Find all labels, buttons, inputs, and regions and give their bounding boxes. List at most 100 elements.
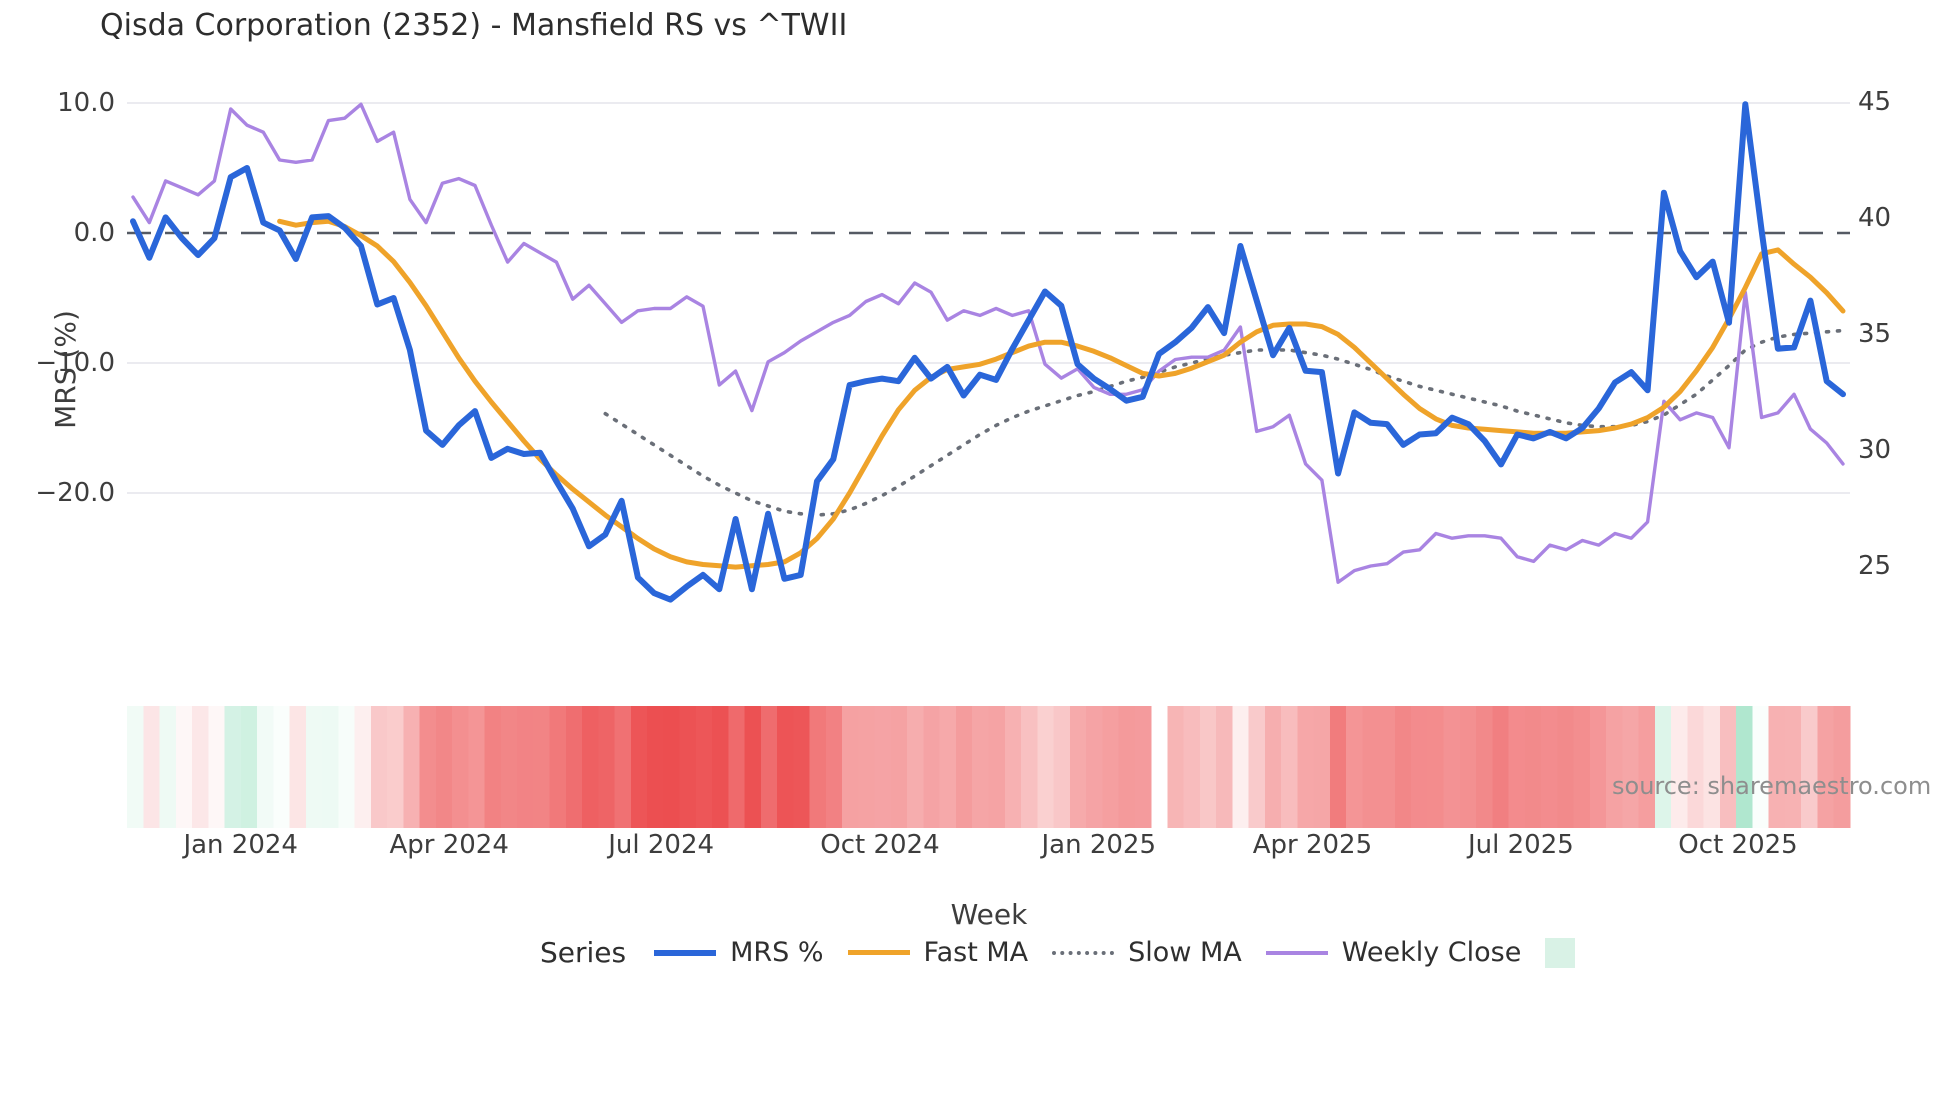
- heatmap-cell: [939, 706, 957, 828]
- heatmap-cell: [452, 706, 469, 828]
- heatmap-cell: [842, 706, 860, 828]
- heatmap-cell: [1037, 706, 1055, 828]
- x-axis-tick: Oct 2024: [820, 830, 940, 860]
- heatmap-cell: [1394, 706, 1412, 828]
- x-axis-tick: Jul 2024: [608, 830, 715, 860]
- heatmap-cell: [1021, 706, 1038, 828]
- legend-item-patch: [1545, 937, 1576, 968]
- legend-item-mrs-: MRS %: [654, 937, 824, 968]
- left-axis-tick: −20.0: [35, 478, 115, 508]
- heatmap-cell: [322, 706, 339, 828]
- heatmap-cell: [289, 706, 307, 828]
- heatmap-cell: [1183, 706, 1201, 828]
- heatmap-cell: [972, 706, 990, 828]
- heatmap-cell: [1459, 706, 1477, 828]
- heatmap-cell: [955, 706, 973, 828]
- heatmap-cell: [679, 706, 697, 828]
- heatmap-cell: [517, 706, 534, 828]
- heatmap-cell: [647, 706, 665, 828]
- heatmap-cell: [1508, 706, 1526, 828]
- legend-item-slow-ma: Slow MA: [1052, 937, 1242, 968]
- heatmap-cell: [565, 706, 583, 828]
- right-axis-tick: 45: [1858, 87, 1892, 117]
- heatmap-cell: [923, 706, 941, 828]
- left-axis-tick: −10.0: [35, 348, 115, 378]
- heatmap-cell: [257, 706, 274, 828]
- heatmap-cell: [1801, 706, 1819, 828]
- x-axis-title: Week: [950, 898, 1028, 931]
- heatmap-cell: [224, 706, 242, 828]
- heatmap-cell: [1346, 706, 1363, 828]
- heatmap-cell: [630, 706, 648, 828]
- heatmap-cell: [1004, 706, 1022, 828]
- heatmap-cell: [1703, 706, 1721, 828]
- right-axis-tick: 40: [1858, 203, 1892, 233]
- heatmap-cell: [614, 706, 632, 828]
- heatmap-cell: [1736, 706, 1754, 828]
- heatmap-cell: [549, 706, 567, 828]
- heatmap-cell: [1784, 706, 1802, 828]
- heatmap-cell: [159, 706, 177, 828]
- heatmap-cell: [1329, 706, 1347, 828]
- heatmap-cell: [1118, 706, 1136, 828]
- series-line-weekly-close: [131, 102, 1845, 584]
- heatmap-cell: [1313, 706, 1331, 828]
- legend-item-weekly-close: Weekly Close: [1265, 937, 1521, 968]
- heatmap-cell: [1687, 706, 1705, 828]
- series-line-mrs-: [130, 101, 1846, 603]
- left-axis-tick: 0.0: [73, 218, 115, 248]
- heatmap-cell: [1102, 706, 1120, 828]
- left-axis-tick: 10.0: [57, 88, 115, 118]
- heatmap-cell: [1638, 706, 1656, 828]
- x-axis-tick: Jul 2025: [1468, 830, 1574, 860]
- heatmap-cell: [387, 706, 404, 828]
- heatmap-cell: [1622, 706, 1640, 828]
- heatmap-cell: [1216, 706, 1233, 828]
- legend-item-fast-ma: Fast MA: [847, 937, 1029, 968]
- heatmap-cell: [793, 706, 811, 828]
- heatmap-cell: [874, 706, 892, 828]
- heatmap-cell: [1411, 706, 1428, 828]
- legend-line-swatch: [654, 949, 717, 956]
- heatmap-cell: [403, 706, 421, 828]
- heatmap-cell: [468, 706, 486, 828]
- x-axis-tick: Apr 2025: [1252, 830, 1373, 860]
- heatmap-cell: [1833, 706, 1851, 828]
- heatmap-cell: [1541, 706, 1559, 828]
- chart-title: Qisda Corporation (2352) - Mansfield RS …: [100, 8, 848, 43]
- heatmap-cell: [208, 706, 226, 828]
- series-line-slow-ma: [603, 328, 1845, 517]
- heatmap-cell: [1557, 706, 1575, 828]
- legend-line-swatch: [1265, 950, 1328, 955]
- heatmap-cell: [582, 706, 599, 828]
- heatmap-cell: [988, 706, 1006, 828]
- heatmap-cell: [1443, 706, 1461, 828]
- x-axis-tick: Jan 2025: [1041, 830, 1157, 860]
- heatmap-cell: [1297, 706, 1315, 828]
- heatmap-cell: [1427, 706, 1445, 828]
- heatmap-cell: [1573, 706, 1591, 828]
- heatmap-cell: [435, 706, 453, 828]
- heatmap-cell: [695, 706, 713, 828]
- heatmap-cell: [1671, 706, 1689, 828]
- x-axis-tick: Jan 2024: [183, 830, 298, 860]
- heatmap-cell: [143, 706, 161, 828]
- heatmap-cell: [273, 706, 291, 828]
- heatmap-cell: [1134, 706, 1152, 828]
- heatmap-cell: [1719, 706, 1737, 828]
- heatmap-cell: [777, 706, 795, 828]
- legend-label: Fast MA: [923, 937, 1029, 968]
- heatmap-cell: [1589, 706, 1607, 828]
- heatmap-cell: [1086, 706, 1103, 828]
- heatmap-cell: [1232, 706, 1250, 828]
- legend-line-swatch: [847, 950, 910, 955]
- heatmap-cell: [240, 706, 258, 828]
- heatmap-cell: [370, 706, 388, 828]
- heatmap-cell: [1167, 706, 1185, 828]
- heatmap-cell: [1768, 706, 1786, 828]
- heatmap-cell: [305, 706, 323, 828]
- heatmap-cell: [1053, 706, 1071, 828]
- heatmap-cell: [907, 706, 925, 828]
